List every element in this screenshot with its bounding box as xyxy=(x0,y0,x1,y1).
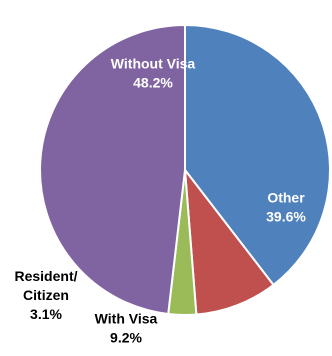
pie-slice-other xyxy=(184,23,331,287)
pie-label-other: Other 39.6% xyxy=(266,190,306,225)
pie-label-value: 3.1% xyxy=(30,306,62,322)
pie-slices xyxy=(39,23,331,316)
pie-labels: Other 39.6% With Visa 9.2% Resident/Citizen 3… xyxy=(14,56,306,346)
pie-label-name: Citizen xyxy=(23,287,69,303)
pie-label-value: 39.6% xyxy=(266,209,306,225)
pie-slice-with-visa xyxy=(183,166,275,316)
pie-label-value: 48.2% xyxy=(133,75,173,91)
pie-label-name: Without Visa xyxy=(111,56,196,72)
pie-label-value: 9.2% xyxy=(110,330,142,346)
pie-label-without-visa: Without Visa 48.2% xyxy=(111,56,196,91)
pie-slice-without-visa xyxy=(39,23,186,316)
pie-label-name: Other xyxy=(267,190,305,206)
pie-label-name: Resident/ xyxy=(14,268,77,284)
pie-label-resident-citizen: Resident/Citizen 3.1% xyxy=(14,268,77,322)
pie-label-with-visa: With Visa 9.2% xyxy=(95,311,158,346)
pie-label-name: With Visa xyxy=(95,311,158,327)
